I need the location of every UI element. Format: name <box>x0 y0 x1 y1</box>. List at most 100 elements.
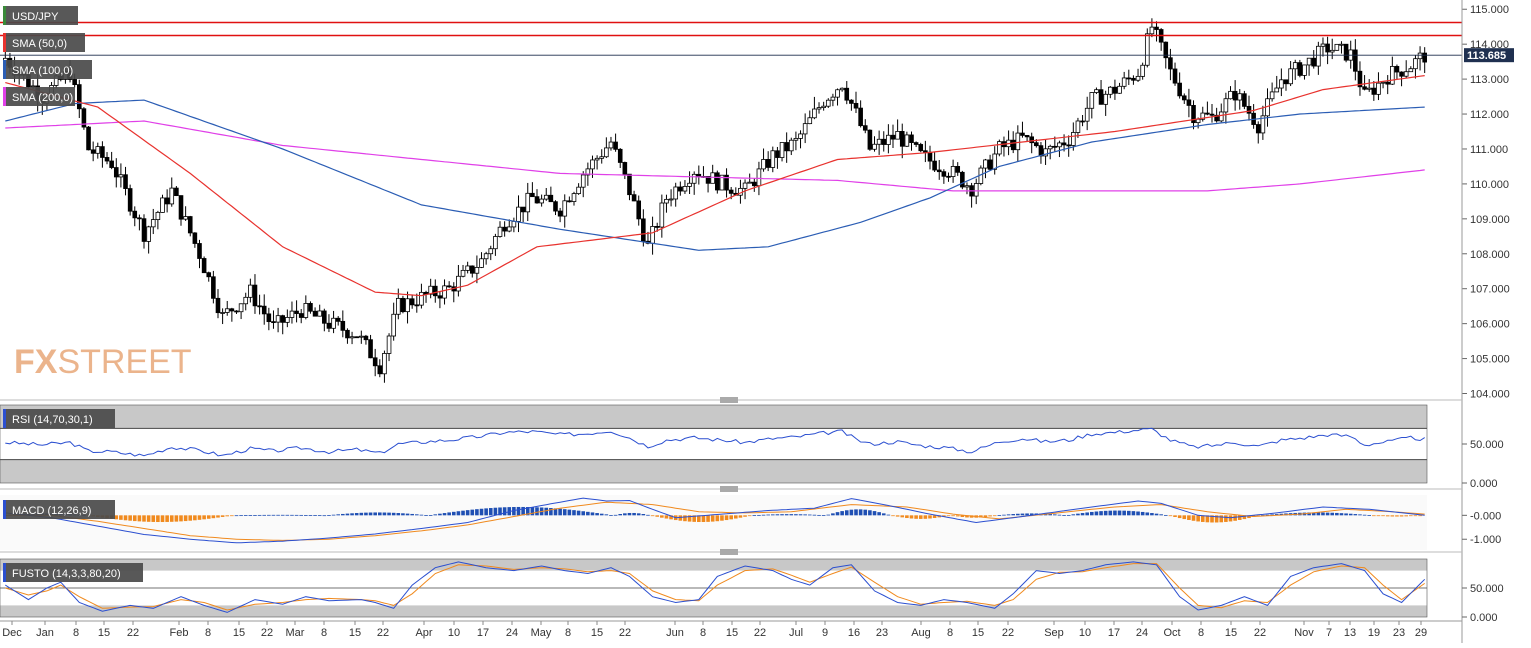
candle[interactable] <box>830 96 836 101</box>
candle[interactable] <box>751 181 757 187</box>
candle[interactable] <box>705 176 711 184</box>
candle[interactable] <box>1149 26 1155 35</box>
candle[interactable] <box>1024 135 1030 138</box>
candle[interactable] <box>1126 77 1132 80</box>
candle[interactable] <box>585 168 591 176</box>
candle[interactable] <box>876 138 882 145</box>
candle[interactable] <box>844 87 850 101</box>
resize-handle-icon[interactable] <box>720 549 738 555</box>
candle[interactable] <box>465 265 470 271</box>
candle[interactable] <box>807 117 813 125</box>
candle[interactable] <box>1214 114 1219 122</box>
candle[interactable] <box>187 216 193 234</box>
candle[interactable] <box>1311 57 1317 67</box>
candle[interactable] <box>1325 43 1330 53</box>
candle[interactable] <box>936 169 942 173</box>
candle[interactable] <box>548 194 554 203</box>
candle[interactable] <box>1140 64 1145 77</box>
candle[interactable] <box>543 194 549 200</box>
candle[interactable] <box>691 173 697 184</box>
candle[interactable] <box>1107 86 1113 95</box>
candle[interactable] <box>849 99 854 104</box>
candle[interactable] <box>1103 93 1108 105</box>
candle[interactable] <box>673 186 679 200</box>
candle[interactable] <box>192 232 198 244</box>
candle[interactable] <box>946 175 951 178</box>
candle[interactable] <box>1015 132 1021 151</box>
candle[interactable] <box>127 188 133 212</box>
candle[interactable] <box>932 160 937 171</box>
candle[interactable] <box>530 192 535 198</box>
candle[interactable] <box>1390 66 1395 85</box>
candle[interactable] <box>950 166 956 177</box>
candle[interactable] <box>345 329 350 339</box>
candle[interactable] <box>983 159 988 169</box>
candle[interactable] <box>409 298 415 306</box>
candle[interactable] <box>1181 95 1187 101</box>
candle[interactable] <box>992 153 998 170</box>
candle[interactable] <box>1117 85 1122 94</box>
label-macd[interactable]: MACD (12,26,9) <box>3 500 115 519</box>
fusto-panel[interactable] <box>0 558 1428 618</box>
candle[interactable] <box>904 134 910 147</box>
candle[interactable] <box>100 146 105 158</box>
candle[interactable] <box>567 200 572 203</box>
candle[interactable] <box>1297 62 1303 76</box>
candle[interactable] <box>1246 105 1252 114</box>
candle[interactable] <box>234 310 239 313</box>
candle[interactable] <box>927 151 933 162</box>
candle[interactable] <box>557 210 563 217</box>
candle[interactable] <box>631 194 637 202</box>
candle[interactable] <box>973 183 979 197</box>
candle[interactable] <box>1302 64 1307 76</box>
candle[interactable] <box>650 226 655 244</box>
legend-sma-50[interactable]: SMA (50,0) <box>3 33 85 52</box>
candle[interactable] <box>1320 43 1326 47</box>
candle[interactable] <box>1094 89 1099 93</box>
candle[interactable] <box>1020 132 1025 136</box>
candle[interactable] <box>1066 144 1071 147</box>
candle[interactable] <box>178 195 184 220</box>
candle[interactable] <box>1080 120 1085 123</box>
candle[interactable] <box>918 144 924 152</box>
candle[interactable] <box>613 141 618 150</box>
candle[interactable] <box>275 315 281 323</box>
candle[interactable] <box>1269 91 1275 100</box>
candle[interactable] <box>710 172 715 184</box>
candle[interactable] <box>1343 43 1349 61</box>
candle[interactable] <box>86 126 91 151</box>
candle[interactable] <box>964 185 970 188</box>
candle[interactable] <box>109 160 114 168</box>
candle[interactable] <box>1403 71 1409 77</box>
candle[interactable] <box>326 322 332 329</box>
price-panel[interactable]: FXSTREET <box>0 18 1462 383</box>
candle[interactable] <box>1408 68 1414 73</box>
candle[interactable] <box>1394 66 1400 73</box>
candle[interactable] <box>761 159 766 170</box>
candle[interactable] <box>890 134 896 140</box>
candle[interactable] <box>608 141 614 149</box>
candle[interactable] <box>1413 58 1418 70</box>
candle[interactable] <box>899 131 905 147</box>
candle[interactable] <box>728 189 734 194</box>
candle[interactable] <box>821 105 826 108</box>
candle[interactable] <box>1168 57 1173 70</box>
candle[interactable] <box>419 291 424 306</box>
candle[interactable] <box>539 198 544 204</box>
candle[interactable] <box>1047 145 1053 150</box>
candle[interactable] <box>1135 75 1141 81</box>
candle[interactable] <box>118 174 124 178</box>
candle[interactable] <box>895 131 900 140</box>
candle[interactable] <box>715 172 720 191</box>
candle[interactable] <box>913 142 919 145</box>
candle[interactable] <box>997 141 1002 155</box>
candle[interactable] <box>113 167 119 178</box>
candle[interactable] <box>201 258 207 274</box>
candle[interactable] <box>1232 90 1238 101</box>
candle[interactable] <box>872 143 877 150</box>
candle[interactable] <box>886 134 891 145</box>
candle[interactable] <box>335 317 341 322</box>
candle[interactable] <box>169 187 175 205</box>
candle[interactable] <box>1376 82 1381 95</box>
